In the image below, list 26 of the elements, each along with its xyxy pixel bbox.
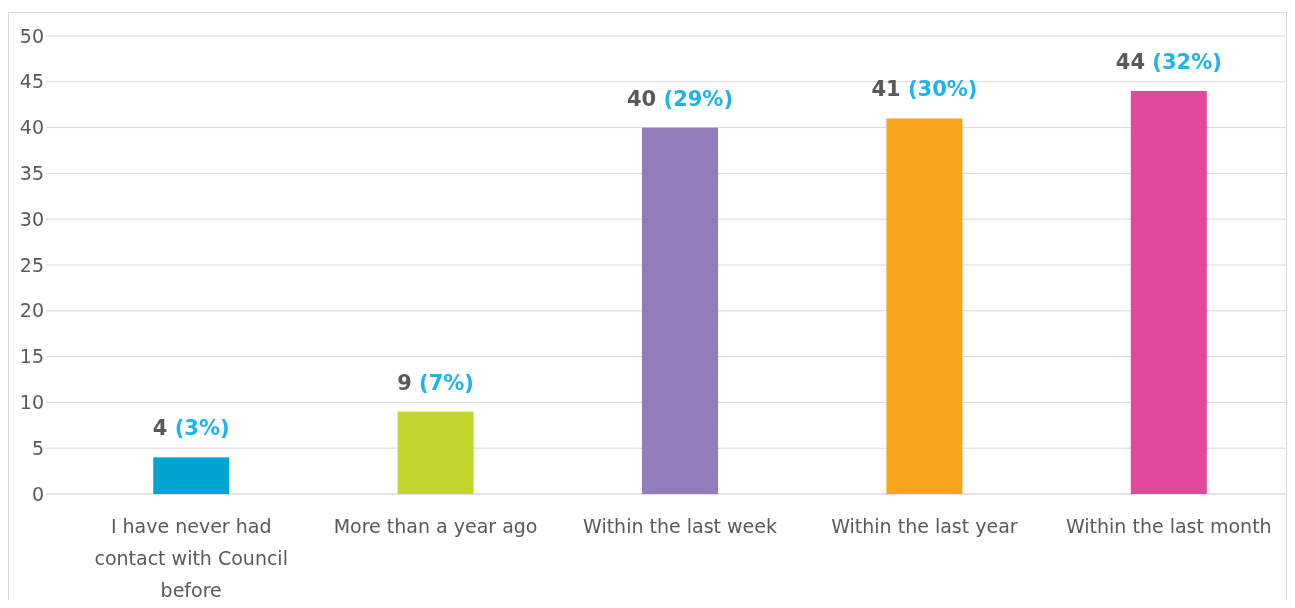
data-label: 40 (29%)	[626, 86, 734, 111]
data-label: 44 (32%)	[1115, 49, 1222, 74]
y-tick-label: 0	[31, 482, 44, 505]
x-tick-label: Within the last week	[583, 515, 777, 537]
y-tick-label: 20	[19, 299, 44, 322]
y-tick-label: 30	[19, 207, 44, 230]
y-tick-label: 40	[19, 116, 44, 139]
y-tick-label: 10	[19, 391, 44, 414]
y-tick-label: 45	[19, 70, 44, 93]
x-tick-label: Within the last year	[831, 515, 1018, 537]
y-tick-label: 25	[19, 253, 44, 276]
y-tick-label: 50	[19, 24, 44, 47]
bar	[886, 118, 963, 494]
y-tick-label: 15	[19, 345, 44, 368]
y-tick-label: 35	[19, 162, 44, 185]
y-tick-label: 5	[31, 436, 44, 459]
x-tick-label: More than a year ago	[333, 515, 538, 537]
data-label: 41 (30%)	[871, 77, 978, 102]
x-tick-label: Within the last month	[1065, 515, 1272, 537]
bar	[642, 127, 718, 494]
data-label: 9 (7%)	[397, 370, 474, 395]
data-label: 4 (3%)	[152, 416, 230, 441]
bar	[397, 411, 474, 494]
bar	[153, 457, 230, 494]
bar	[1130, 90, 1207, 494]
x-tick-label: I have never had contact with Council before	[94, 515, 288, 601]
